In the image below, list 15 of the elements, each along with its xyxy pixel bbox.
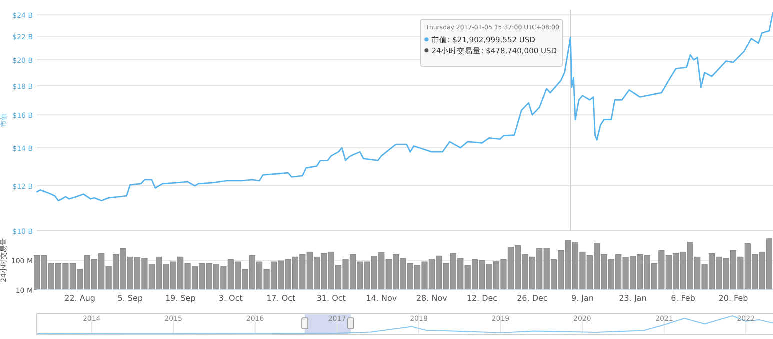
x-tick-label: 31. Oct (316, 294, 346, 303)
x-tick-label: 9. Jan (571, 294, 594, 303)
line-series (36, 12, 773, 202)
x-tick-label: 23. Jan (619, 294, 647, 303)
x-tick-label: 12. Dec (466, 294, 498, 303)
x-tick-label: 17. Oct (266, 294, 296, 303)
x-tick-label: 6. Feb (671, 294, 696, 303)
x-tick-label: 14. Nov (366, 294, 398, 303)
x-tick-label: 20. Feb (718, 294, 748, 303)
x-tick-label: 26. Dec (517, 294, 548, 303)
x-tick-label: 28. Nov (416, 294, 448, 303)
x-tick-label: 19. Sep (165, 294, 196, 303)
x-tick-label: 22. Aug (64, 294, 96, 303)
x-tick-label: 3. Oct (218, 294, 243, 303)
x-tick-label: 5. Sep (118, 294, 143, 303)
